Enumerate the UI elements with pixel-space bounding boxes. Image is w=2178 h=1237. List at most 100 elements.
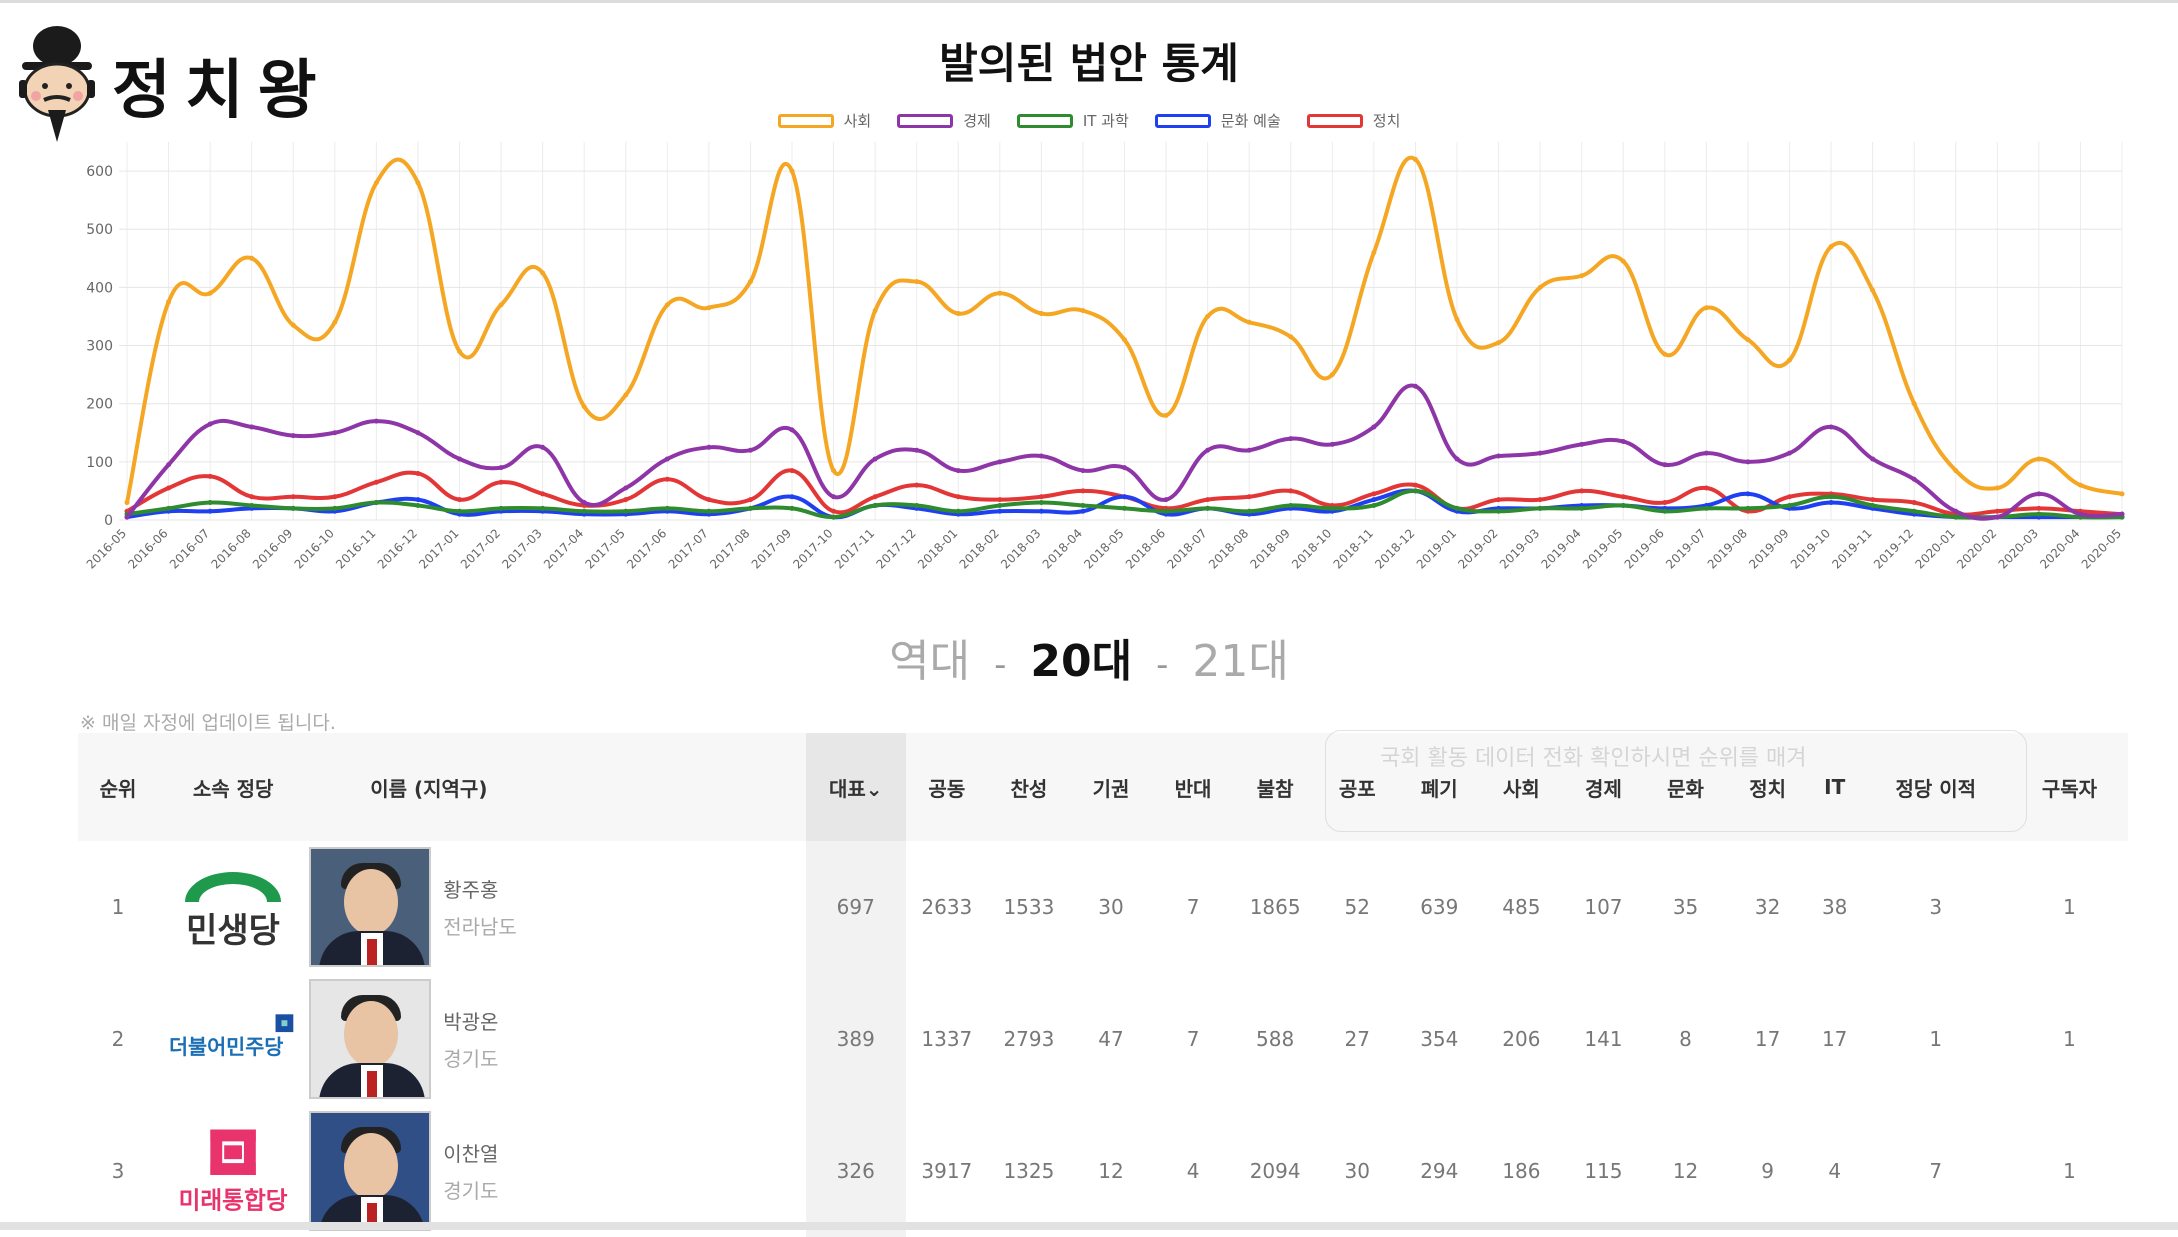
data-point — [1787, 494, 1792, 500]
header-culture[interactable]: 문화 — [1644, 733, 1727, 841]
header-absent[interactable]: 불참 — [1234, 733, 1317, 841]
era-21-link[interactable]: 21대 — [1192, 636, 1289, 687]
data-point — [1953, 508, 1959, 514]
data-point — [332, 430, 338, 436]
data-point — [1620, 438, 1626, 444]
header-lead-sorted[interactable]: 대표⌄ — [805, 733, 906, 841]
legend-item[interactable]: 정치 — [1306, 110, 1400, 131]
header-social[interactable]: 사회 — [1480, 733, 1563, 841]
era-all-link[interactable]: 역대 — [889, 636, 971, 687]
data-point — [872, 502, 878, 508]
legend-item[interactable]: 사회 — [777, 110, 871, 131]
data-point — [1745, 337, 1751, 343]
site-logo[interactable]: 정치왕 — [14, 20, 331, 150]
table-row[interactable]: 3 미래통합당 이찬열 — [78, 1105, 2128, 1237]
header-party[interactable]: 소속 정당 — [158, 733, 309, 841]
header-discarded[interactable]: 폐기 — [1398, 733, 1481, 841]
data-point — [1579, 488, 1585, 494]
data-point — [1246, 508, 1252, 514]
header-it[interactable]: IT — [1808, 733, 1861, 841]
yes-votes-cell: 2793 — [1003, 1027, 1055, 1051]
party-moves-cell: 3 — [1929, 895, 1943, 919]
social-cell: 485 — [1502, 895, 1541, 919]
x-tick-label: 2016-12 — [375, 526, 420, 571]
header-no[interactable]: 반대 — [1152, 733, 1235, 841]
header-economy[interactable]: 경제 — [1562, 733, 1645, 841]
data-point — [415, 470, 421, 476]
minjoo-logo-icon: 더불어민주당 — [169, 1014, 294, 1059]
data-point — [1911, 476, 1917, 482]
data-point — [1828, 500, 1834, 506]
data-point — [290, 505, 296, 511]
promulgated-cell: 52 — [1344, 895, 1370, 919]
table-row[interactable]: 1 민생당 황주홍 전라남도 697 2 — [78, 841, 2128, 973]
data-point — [373, 500, 379, 506]
x-tick-label: 2016-10 — [292, 526, 337, 571]
header-politics[interactable]: 정치 — [1726, 733, 1809, 841]
member-name[interactable]: 박광온 — [443, 1010, 499, 1034]
header-yes[interactable]: 찬성 — [987, 733, 1070, 841]
data-point — [1246, 494, 1252, 500]
data-point — [1038, 508, 1044, 514]
data-point — [581, 500, 587, 506]
data-point — [1828, 244, 1834, 250]
era-20-link[interactable]: 20대 — [1030, 636, 1133, 687]
data-point — [1412, 482, 1418, 488]
header-party-moves[interactable]: 정당 이적 — [1860, 733, 2011, 841]
party-name-text: 미래통합당 — [179, 1187, 288, 1215]
data-point — [1870, 287, 1876, 293]
x-tick-label: 2019-01 — [1414, 526, 1459, 571]
x-tick-label: 2018-12 — [1372, 526, 1417, 571]
bottom-border — [0, 1222, 2178, 1230]
data-point — [290, 494, 296, 500]
social-cell: 206 — [1502, 1027, 1541, 1051]
x-tick-label: 2019-06 — [1622, 526, 1667, 571]
legend-item[interactable]: IT 과학 — [1016, 110, 1129, 131]
data-point — [415, 497, 421, 503]
x-tick-label: 2019-07 — [1663, 526, 1708, 571]
x-tick-label: 2017-12 — [873, 526, 918, 571]
x-tick-label: 2017-09 — [749, 526, 794, 571]
update-note: ※ 매일 자정에 업데이트 됩니다. — [80, 712, 336, 734]
header-name[interactable]: 이름 (지역구) — [308, 733, 806, 841]
x-tick-label: 2019-08 — [1705, 526, 1750, 571]
legend-item[interactable]: 경제 — [897, 110, 991, 131]
data-point — [831, 508, 837, 514]
data-point — [1662, 508, 1668, 514]
name-cell: 이찬열 경기도 — [308, 1105, 805, 1237]
social-cell: 186 — [1502, 1159, 1541, 1183]
header-subscribers[interactable]: 구독자 — [2010, 733, 2128, 841]
member-name[interactable]: 이찬열 — [443, 1142, 499, 1166]
x-tick-label: 2017-01 — [416, 526, 461, 571]
header-abstain[interactable]: 기권 — [1069, 733, 1153, 841]
data-point — [1537, 284, 1543, 290]
x-tick-label: 2016-11 — [333, 526, 378, 571]
legend-item[interactable]: 문화 예술 — [1154, 110, 1281, 131]
member-photo[interactable] — [309, 847, 432, 967]
data-point — [581, 508, 587, 514]
data-point — [1703, 305, 1709, 311]
absent-cell: 2094 — [1249, 1159, 1301, 1183]
x-tick-label: 2017-08 — [707, 526, 752, 571]
data-point — [747, 505, 753, 511]
data-point — [498, 465, 504, 471]
y-tick-label: 600 — [86, 164, 113, 180]
data-point — [1329, 441, 1335, 447]
data-point — [1911, 508, 1917, 514]
member-name[interactable]: 황주홍 — [443, 878, 499, 902]
data-point — [1371, 424, 1377, 430]
table-row[interactable]: 2 더불어민주당 박광온 경기도 — [78, 973, 2128, 1105]
data-point — [1080, 502, 1086, 508]
member-photo[interactable] — [309, 979, 432, 1099]
discarded-cell: 294 — [1420, 1159, 1459, 1183]
data-point — [955, 494, 961, 500]
data-point — [1703, 450, 1709, 456]
data-point — [1080, 508, 1086, 514]
x-tick-label: 2018-02 — [957, 526, 1002, 571]
header-rank[interactable]: 순위 — [78, 733, 159, 841]
data-point — [1163, 497, 1169, 503]
data-point — [2036, 456, 2042, 462]
header-joint[interactable]: 공동 — [905, 733, 988, 841]
absent-cell: 1865 — [1249, 895, 1301, 919]
member-photo[interactable] — [309, 1111, 432, 1231]
